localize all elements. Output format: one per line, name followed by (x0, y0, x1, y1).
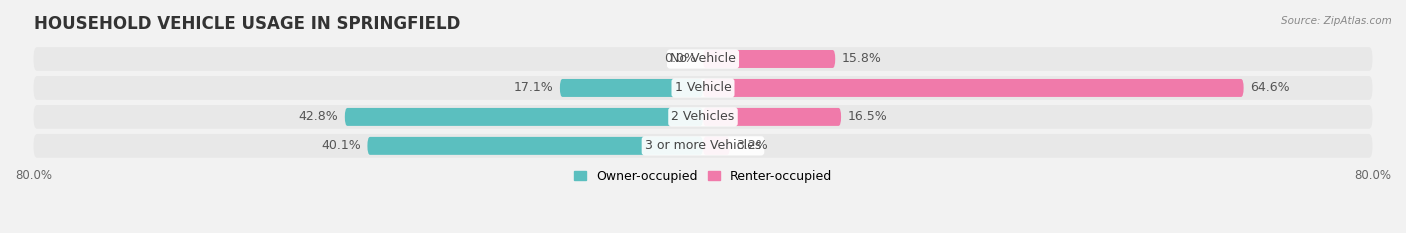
FancyBboxPatch shape (34, 47, 1372, 71)
Text: 15.8%: 15.8% (842, 52, 882, 65)
Text: HOUSEHOLD VEHICLE USAGE IN SPRINGFIELD: HOUSEHOLD VEHICLE USAGE IN SPRINGFIELD (34, 15, 460, 33)
Text: 16.5%: 16.5% (848, 110, 887, 123)
Text: 17.1%: 17.1% (513, 82, 553, 94)
FancyBboxPatch shape (34, 76, 1372, 100)
Text: 1 Vehicle: 1 Vehicle (675, 82, 731, 94)
Text: 42.8%: 42.8% (298, 110, 337, 123)
Text: 40.1%: 40.1% (321, 139, 361, 152)
Text: No Vehicle: No Vehicle (671, 52, 735, 65)
FancyBboxPatch shape (34, 134, 1372, 158)
Text: 2 Vehicles: 2 Vehicles (672, 110, 734, 123)
FancyBboxPatch shape (703, 137, 730, 155)
Legend: Owner-occupied, Renter-occupied: Owner-occupied, Renter-occupied (568, 165, 838, 188)
FancyBboxPatch shape (703, 79, 1244, 97)
FancyBboxPatch shape (560, 79, 703, 97)
FancyBboxPatch shape (367, 137, 703, 155)
Text: 0.0%: 0.0% (664, 52, 696, 65)
Text: 3 or more Vehicles: 3 or more Vehicles (645, 139, 761, 152)
Text: 3.2%: 3.2% (737, 139, 768, 152)
FancyBboxPatch shape (34, 105, 1372, 129)
FancyBboxPatch shape (703, 50, 835, 68)
FancyBboxPatch shape (344, 108, 703, 126)
FancyBboxPatch shape (703, 108, 841, 126)
Text: 64.6%: 64.6% (1250, 82, 1289, 94)
Text: Source: ZipAtlas.com: Source: ZipAtlas.com (1281, 16, 1392, 26)
